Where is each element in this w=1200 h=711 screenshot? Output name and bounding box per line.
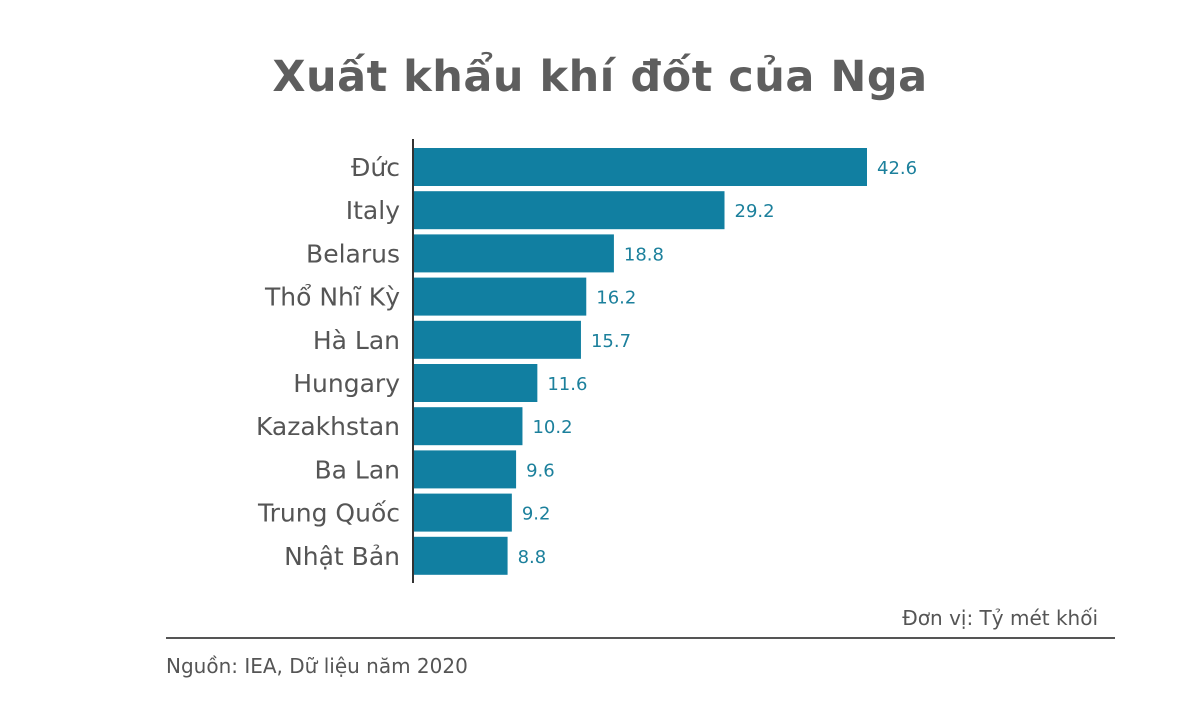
value-label-3: 16.2 (596, 288, 636, 309)
category-label-0: Đức (351, 153, 400, 182)
value-label-9: 8.8 (518, 547, 547, 568)
bar-4 (414, 320, 581, 359)
category-labels: Đức Italy Belarus Thổ Nhĩ Kỳ Hà Lan Hungary Ka… (256, 153, 400, 571)
value-label-4: 15.7 (591, 331, 631, 352)
bar-9 (414, 536, 508, 575)
value-label-0: 42.6 (877, 158, 917, 179)
value-label-1: 29.2 (735, 201, 775, 222)
value-label-8: 9.2 (522, 504, 551, 525)
category-label-1: Italy (346, 196, 400, 225)
unit-note: Đơn vị: Tỷ mét khối (902, 606, 1098, 630)
source-note: Nguồn: IEA, Dữ liệu năm 2020 (166, 654, 468, 678)
category-label-4: Hà Lan (313, 326, 400, 355)
bar-6 (414, 407, 523, 446)
bar-0 (414, 148, 867, 186)
category-label-6: Kazakhstan (256, 412, 400, 441)
bar-7 (414, 450, 517, 489)
category-label-2: Belarus (306, 239, 400, 268)
category-label-9: Nhật Bản (284, 542, 400, 571)
value-label-5: 11.6 (547, 374, 587, 395)
value-label-2: 18.8 (624, 244, 664, 265)
bar-8 (414, 493, 512, 532)
value-label-6: 10.2 (532, 417, 572, 438)
category-label-3: Thổ Nhĩ Kỳ (264, 283, 400, 312)
category-label-7: Ba Lan (314, 455, 400, 484)
bar-2 (414, 234, 614, 273)
bar-1 (414, 191, 725, 230)
bar-3 (414, 277, 587, 316)
value-label-7: 9.6 (526, 460, 555, 481)
chart-title: Xuất khẩu khí đốt của Nga (272, 52, 928, 102)
category-label-8: Trung Quốc (257, 499, 400, 528)
footer-divider (166, 637, 1115, 639)
bars-layer (414, 148, 867, 575)
bar-5 (414, 364, 538, 402)
value-labels: 42.6 29.2 18.8 16.2 15.7 11.6 10.2 9.6 9.2 8.8 (518, 158, 918, 568)
category-label-5: Hungary (293, 369, 400, 398)
